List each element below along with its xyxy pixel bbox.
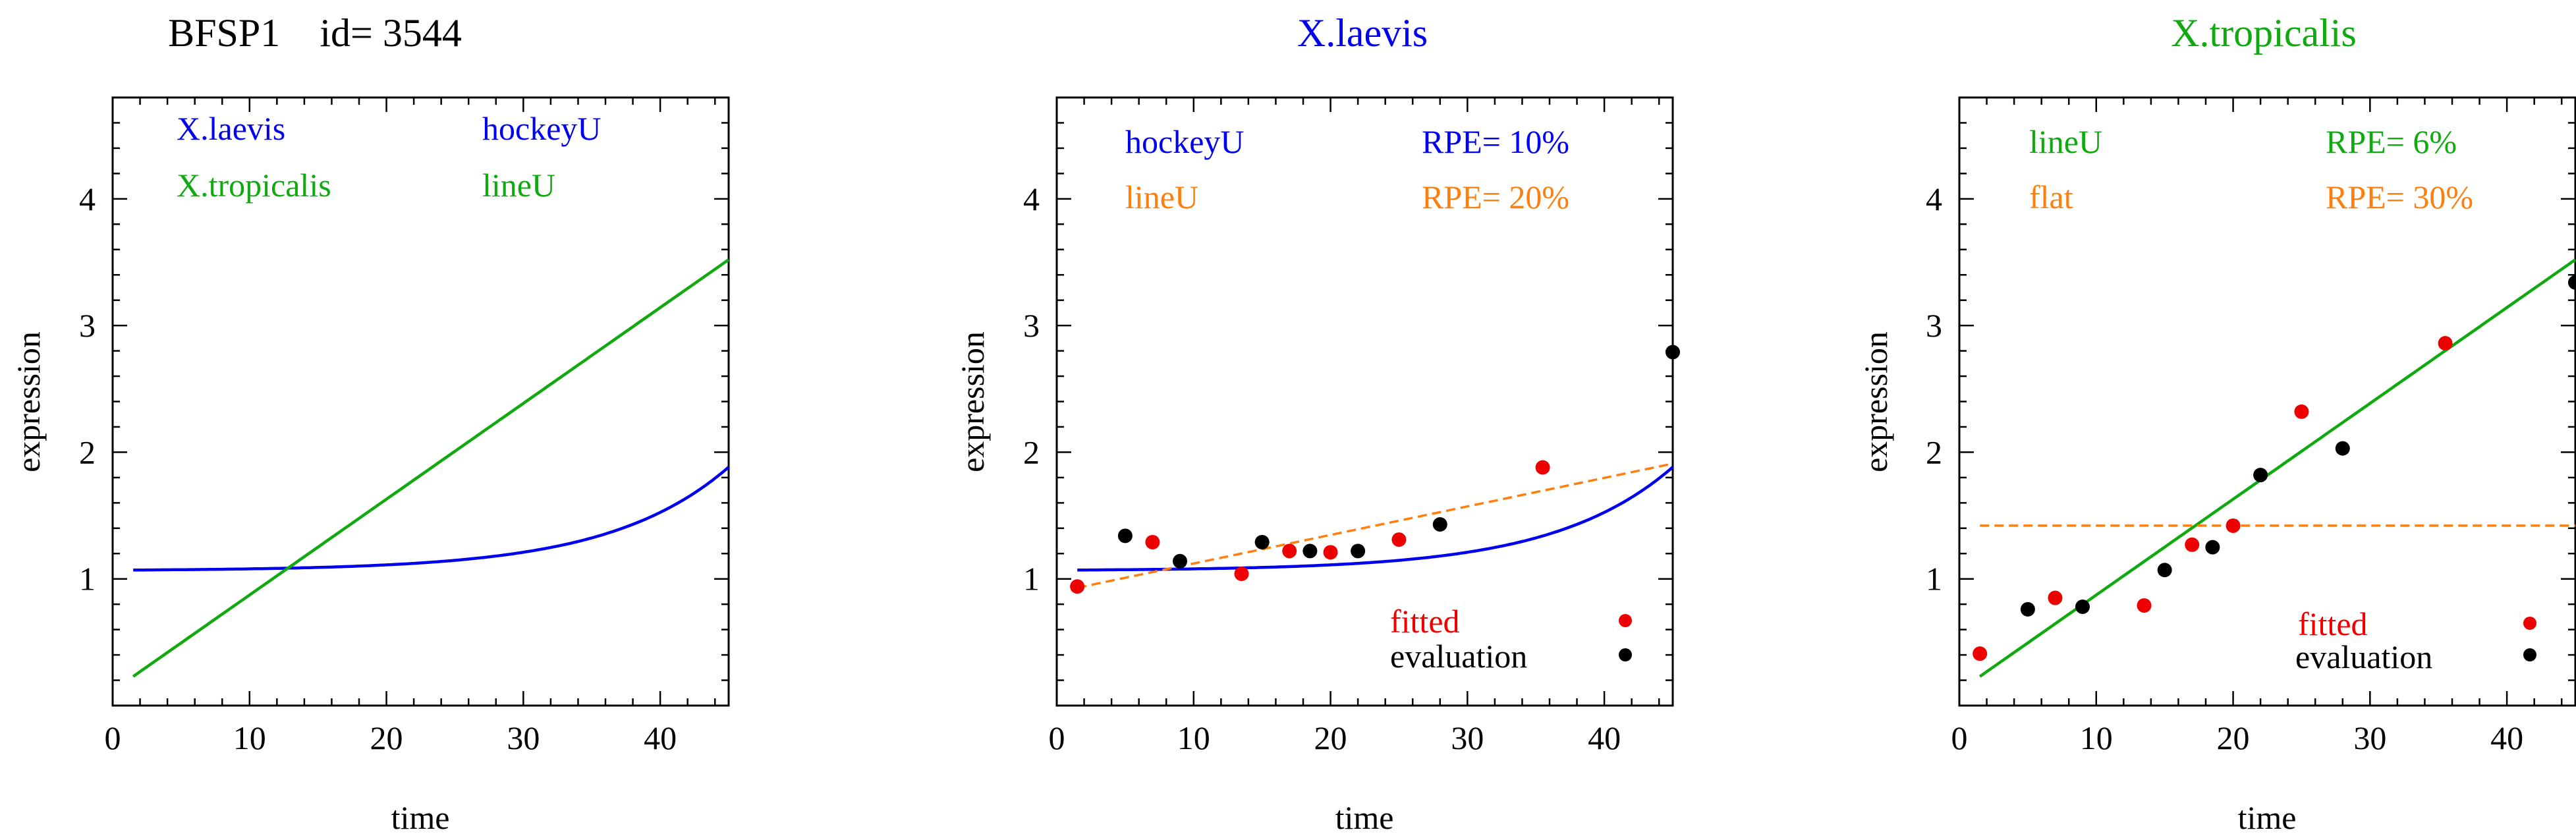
x-tick-label: 0 — [1049, 719, 1065, 756]
x-tick-label: 30 — [2353, 719, 2386, 756]
point-fitted — [1973, 646, 1987, 661]
point-evaluation — [2158, 563, 2172, 577]
point-fitted — [2185, 538, 2199, 552]
x-tick-label: 20 — [370, 719, 403, 756]
point-fitted — [1536, 460, 1550, 474]
point-fitted — [2048, 591, 2062, 605]
point-evaluation — [1433, 517, 1447, 532]
y-axis-label: expression — [1857, 331, 1894, 472]
x-tick-label: 30 — [507, 719, 540, 756]
x-axis-label: time — [391, 799, 450, 836]
y-tick-label: 3 — [1023, 307, 1040, 344]
point-fitted — [1324, 545, 1338, 559]
point-evaluation — [2205, 540, 2220, 555]
y-axis-label: expression — [954, 331, 991, 472]
point-legend-fitted-marker — [1619, 614, 1632, 627]
legend-label-1: X.laevis — [177, 110, 285, 147]
x-tick-label: 20 — [2217, 719, 2250, 756]
point-fitted — [1235, 567, 1249, 581]
legend-label-2: RPE= 6% — [2326, 123, 2457, 160]
x-tick-label: 0 — [105, 719, 121, 756]
y-tick-label: 4 — [1023, 181, 1040, 217]
panel-title: X.laevis — [1297, 11, 1428, 55]
y-tick-label: 4 — [79, 181, 96, 217]
point-evaluation — [1351, 544, 1365, 558]
legend-label-1: hockeyU — [1125, 123, 1245, 160]
point-evaluation — [1118, 528, 1133, 543]
y-tick-label: 1 — [1023, 561, 1040, 598]
legend-label-1: lineU — [2029, 123, 2102, 160]
x-tick-label: 10 — [2080, 719, 2113, 756]
x-tick-label: 40 — [1588, 719, 1621, 756]
y-tick-label: 1 — [79, 561, 96, 598]
x-tick-label: 30 — [1451, 719, 1484, 756]
point-evaluation — [2253, 468, 2268, 482]
x-tick-label: 10 — [1177, 719, 1210, 756]
point-legend-fitted-marker — [2523, 617, 2536, 630]
point-fitted — [1282, 544, 1297, 558]
x-axis-label: time — [1335, 799, 1394, 836]
y-tick-label: 4 — [1926, 181, 1942, 217]
point-legend-evaluation: evaluation — [2295, 638, 2432, 675]
y-tick-label: 3 — [1926, 307, 1942, 344]
point-fitted — [1070, 579, 1084, 594]
legend-label-2: hockeyU — [482, 110, 602, 147]
x-tick-label: 10 — [233, 719, 266, 756]
y-tick-label: 2 — [1926, 433, 1942, 470]
point-fitted — [1391, 532, 1406, 547]
y-tick-label: 2 — [79, 433, 96, 470]
x-tick-label: 20 — [1314, 719, 1347, 756]
title-gene: BFSP1 — [168, 11, 280, 55]
legend-label-2: RPE= 10% — [1422, 123, 1569, 160]
x-tick-label: 40 — [644, 719, 677, 756]
point-legend-fitted: fitted — [2298, 605, 2368, 642]
legend-label-4: lineU — [482, 167, 555, 204]
point-evaluation — [2021, 602, 2035, 617]
point-fitted — [2137, 598, 2152, 613]
legend-label-3: X.tropicalis — [177, 167, 331, 204]
figure-background — [0, 0, 2576, 838]
point-fitted — [2438, 336, 2453, 350]
y-tick-label: 2 — [1023, 433, 1040, 470]
point-evaluation — [2075, 600, 2090, 614]
point-fitted — [2294, 405, 2309, 419]
point-fitted — [2226, 518, 2241, 533]
point-evaluation — [1302, 544, 1317, 558]
x-tick-label: 0 — [1951, 719, 1968, 756]
title-id: id= 3544 — [320, 11, 462, 55]
x-axis-label: time — [2238, 799, 2297, 836]
legend-label-4: RPE= 30% — [2326, 179, 2473, 215]
y-tick-label: 1 — [1926, 561, 1942, 598]
point-fitted — [1145, 535, 1160, 549]
point-legend-evaluation: evaluation — [1390, 638, 1527, 675]
y-tick-label: 3 — [79, 307, 96, 344]
y-axis-label: expression — [10, 331, 47, 472]
point-evaluation — [2336, 441, 2350, 456]
legend-label-4: RPE= 20% — [1422, 179, 1569, 215]
point-evaluation — [1173, 554, 1187, 569]
x-tick-label: 40 — [2490, 719, 2523, 756]
point-legend-evaluation-marker — [2523, 648, 2536, 661]
point-evaluation — [1666, 345, 1680, 360]
point-legend-evaluation-marker — [1619, 648, 1632, 661]
legend-label-3: flat — [2029, 179, 2073, 215]
figure: BFSP1 id= 3544 0 10 20 30 401234 time express… — [0, 0, 2576, 838]
point-legend-fitted: fitted — [1390, 603, 1460, 640]
point-evaluation — [1255, 535, 1270, 549]
legend-label-3: lineU — [1125, 179, 1198, 215]
panel-title: X.tropicalis — [2171, 11, 2357, 55]
